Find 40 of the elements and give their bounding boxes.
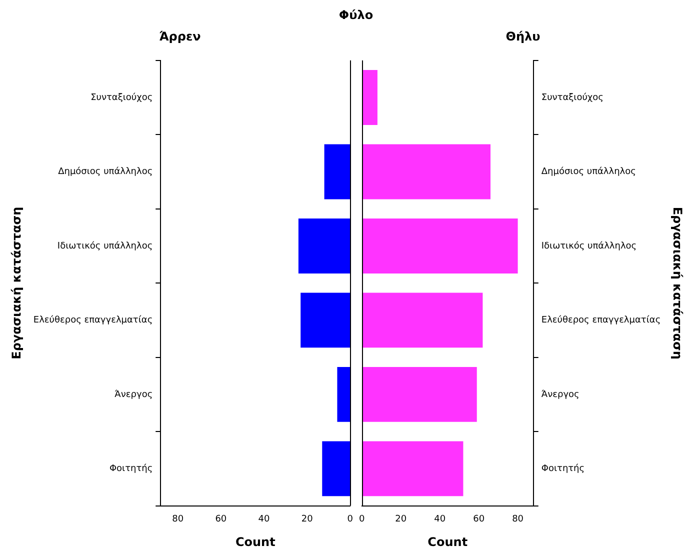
x-tick-label: 60 [215, 514, 227, 525]
x-tick-label: 40 [258, 514, 270, 525]
x-tick-label: 0 [347, 514, 354, 525]
bar [322, 441, 350, 496]
bar [362, 144, 491, 200]
x-tick-label: 80 [172, 514, 184, 525]
bar [362, 366, 477, 422]
y-tick-label: Ελεύθερος επαγγελματίας [541, 314, 661, 326]
text: Φύλο [338, 8, 374, 22]
bar [324, 144, 350, 200]
y-tick-label: Ιδιωτικός υπάλληλος [57, 240, 153, 252]
x-axis-title: Count [235, 534, 276, 549]
x-tick-label: 80 [512, 514, 524, 525]
bar [337, 366, 350, 422]
y-tick-label: Φοιτητής [109, 463, 153, 474]
bar [362, 218, 518, 274]
x-axis-title: Count [428, 534, 468, 549]
y-tick-label: Συνταξιούχος [541, 92, 604, 103]
chart-title: Άρρεν [159, 29, 201, 44]
y-tick-label: Φοιτητής [541, 463, 585, 474]
y-tick-label: Ιδιωτικός υπάλληλος [541, 240, 637, 252]
x-tick-label: 20 [395, 514, 407, 525]
y-tick-label: Άνεργος [114, 388, 153, 400]
y-axis-title: Εργασιακή κατάσταση [9, 206, 24, 360]
bar [362, 441, 464, 496]
bar [362, 292, 483, 348]
bar [300, 292, 350, 348]
x-tick-label: 20 [301, 514, 314, 525]
y-tick-label: Συνταξιούχος [90, 92, 153, 103]
y-tick-label: Άνεργος [541, 388, 580, 400]
chart-title: Θήλυ [506, 29, 540, 44]
y-tick-label: Ελεύθερος επαγγελματίας [33, 314, 153, 326]
bar [362, 70, 378, 125]
y-axis-title: Εργασιακή κατάσταση [670, 206, 685, 360]
y-tick-label: Δημόσιος υπάλληλος [58, 166, 153, 178]
x-tick-label: 60 [473, 514, 485, 525]
x-tick-label: 0 [358, 514, 365, 525]
bar [298, 218, 350, 274]
x-tick-label: 40 [434, 514, 446, 525]
y-tick-label: Δημόσιος υπάλληλος [541, 166, 636, 178]
